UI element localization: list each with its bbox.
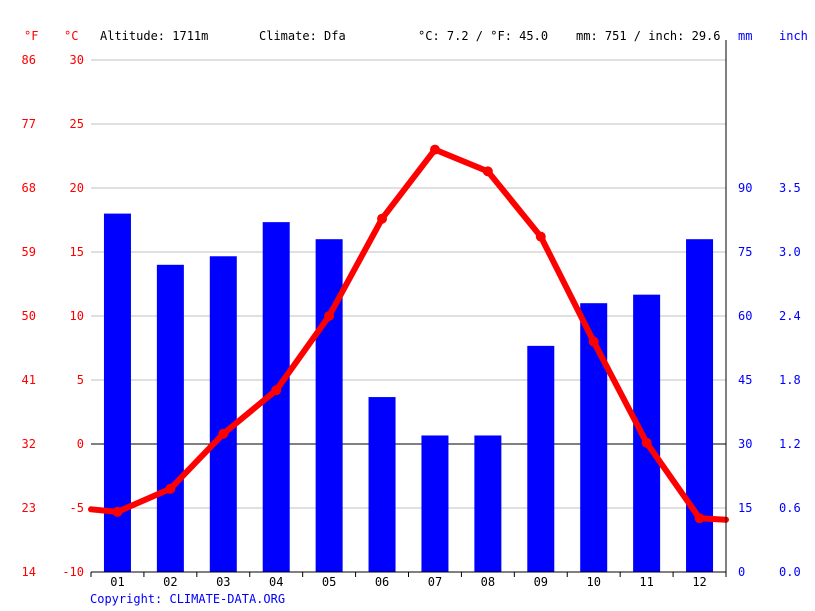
celsius-unit-label: °C [64, 29, 78, 43]
inch-tick-label: 0.0 [779, 565, 801, 579]
total-precipitation-label: mm: 751 / inch: 29.6 [576, 29, 721, 43]
inch-tick-label: 0.6 [779, 501, 801, 515]
month-tick-label: 06 [375, 575, 389, 589]
mm-tick-label: 15 [738, 501, 752, 515]
altitude-label: Altitude: 1711m [100, 29, 208, 43]
celsius-tick-label: 0 [77, 437, 84, 451]
precipitation-bar [103, 213, 131, 572]
month-tick-label: 11 [639, 575, 653, 589]
celsius-tick-label: 5 [77, 373, 84, 387]
precipitation-bar [633, 294, 661, 572]
temperature-line-path [88, 146, 729, 523]
precipitation-bar [209, 256, 237, 572]
month-tick-label: 05 [322, 575, 336, 589]
temperature-point [429, 144, 440, 155]
celsius-tick-label: 25 [70, 117, 84, 131]
precipitation-bar [156, 264, 184, 572]
fahrenheit-tick-label: 41 [22, 373, 36, 387]
temperature-line [88, 144, 729, 524]
precipitation-bar [421, 435, 449, 572]
average-temperature-label: °C: 7.2 / °F: 45.0 [418, 29, 548, 43]
mm-tick-label: 60 [738, 309, 752, 323]
fahrenheit-tick-label: 68 [22, 181, 36, 195]
chart-header: °F °C Altitude: 1711m Climate: Dfa °C: 7… [24, 29, 808, 43]
fahrenheit-tick-label: 59 [22, 245, 36, 259]
temperature-point [482, 166, 493, 177]
grid-lines [91, 59, 726, 509]
temperature-point [112, 506, 123, 517]
temperature-point [588, 336, 599, 347]
fahrenheit-tick-label: 32 [22, 437, 36, 451]
temperature-point [535, 231, 546, 242]
month-tick-label: 10 [586, 575, 600, 589]
mm-unit-label: mm [738, 29, 752, 43]
mm-tick-label: 90 [738, 181, 752, 195]
climate-label: Climate: Dfa [259, 29, 346, 43]
month-tick-label: 02 [163, 575, 177, 589]
precipitation-bar [527, 345, 555, 572]
month-tick-label: 01 [110, 575, 124, 589]
celsius-tick-label: 20 [70, 181, 84, 195]
inch-tick-label: 2.4 [779, 309, 801, 323]
fahrenheit-tick-label: 86 [22, 53, 36, 67]
temperature-point [218, 428, 229, 439]
celsius-tick-label: 10 [70, 309, 84, 323]
mm-tick-label: 30 [738, 437, 752, 451]
month-tick-label: 08 [481, 575, 495, 589]
temperature-point [694, 513, 705, 524]
mm-tick-label: 0 [738, 565, 745, 579]
celsius-tick-label: 15 [70, 245, 84, 259]
fahrenheit-tick-label: 50 [22, 309, 36, 323]
inch-tick-label: 3.0 [779, 245, 801, 259]
month-tick-label: 12 [692, 575, 706, 589]
month-tick-label: 03 [216, 575, 230, 589]
month-tick-label: 04 [269, 575, 283, 589]
inch-tick-label: 3.5 [779, 181, 801, 195]
copyright-text: Copyright: CLIMATE-DATA.ORG [90, 592, 286, 606]
fahrenheit-unit-label: °F [24, 29, 38, 43]
month-tick-label: 07 [428, 575, 442, 589]
temperature-point [324, 311, 335, 321]
temperature-point [271, 385, 282, 396]
mm-tick-label: 45 [738, 373, 752, 387]
celsius-tick-label: -5 [70, 501, 84, 515]
temperature-point [377, 213, 388, 224]
celsius-tick-label: -10 [62, 565, 84, 579]
celsius-tick-label: 30 [70, 53, 84, 67]
precipitation-bar [474, 435, 502, 572]
month-tick-label: 09 [534, 575, 548, 589]
mm-tick-label: 75 [738, 245, 752, 259]
temperature-point [641, 437, 652, 448]
precipitation-bar [315, 239, 343, 572]
fahrenheit-tick-label: 23 [22, 501, 36, 515]
inch-tick-label: 1.8 [779, 373, 801, 387]
fahrenheit-tick-label: 77 [22, 117, 36, 131]
temperature-point [165, 483, 176, 494]
fahrenheit-tick-label: 14 [22, 565, 36, 579]
precipitation-bar [368, 397, 396, 572]
axes [90, 40, 727, 577]
inch-unit-label: inch [779, 29, 808, 43]
inch-tick-label: 1.2 [779, 437, 801, 451]
